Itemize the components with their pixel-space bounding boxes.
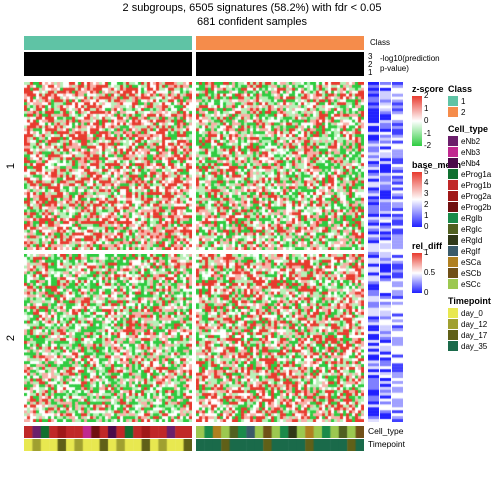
bottom-celltype-col1 [24, 426, 192, 438]
heatmap-panel-r2c2 [196, 254, 364, 422]
bottom-label-celltype: Cell_type [368, 426, 403, 436]
heatmap-figure: 2 subgroups, 6505 signatures (58.2%) wit… [0, 0, 504, 504]
class-annotation-col1 [24, 36, 192, 50]
title-line2: 681 confident samples [0, 16, 504, 28]
bottom-timepoint-col2 [196, 439, 364, 451]
side-annotation-reldiff [392, 82, 403, 422]
side-annotation-basemean [380, 82, 391, 422]
prediction-bar-col1 [24, 52, 192, 76]
row-label-2: 2 [5, 335, 17, 341]
bottom-celltype-col2 [196, 426, 364, 438]
prediction-bar-col2 [196, 52, 364, 76]
bottom-timepoint-col1 [24, 439, 192, 451]
class-annotation-col2 [196, 36, 364, 50]
neglog-label-2: p-value) [380, 64, 409, 73]
side-annotation-zscore [368, 82, 379, 422]
heatmap-panel-r2c1 [24, 254, 192, 422]
heatmap-panel-r1c1 [24, 82, 192, 250]
bottom-label-timepoint: Timepoint [368, 439, 405, 449]
class-annotation-label: Class [370, 38, 390, 47]
neglog-label-1: -log10(prediction [380, 54, 440, 63]
title-line1: 2 subgroups, 6505 signatures (58.2%) wit… [0, 2, 504, 14]
row-label-1: 1 [5, 163, 17, 169]
heatmap-panel-r1c2 [196, 82, 364, 250]
